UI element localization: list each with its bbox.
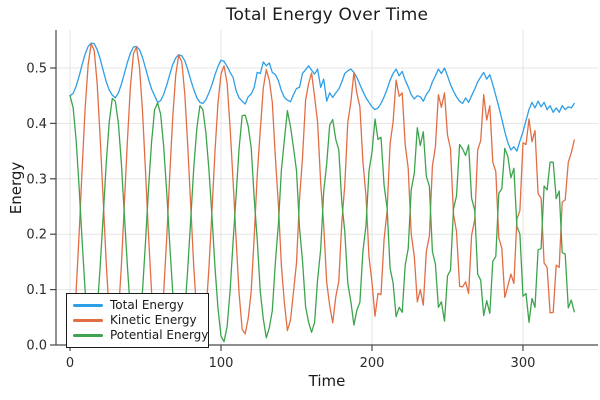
x-tick-label: 300 [511,356,536,371]
x-tick-label: 100 [209,356,234,371]
y-axis-label: Energy [7,161,25,215]
y-tick-label: 0.0 [26,339,47,354]
series-line-total-energy [69,42,575,152]
legend-row-total: Total Energy [73,298,202,312]
legend-swatch-kinetic-energy [73,318,103,322]
legend: Total Energy Kinetic Energy Potential En… [66,293,209,348]
y-tick-label: 0.4 [26,117,47,132]
y-tick-label: 0.3 [26,172,47,187]
legend-swatch-potential-energy [73,333,103,337]
x-tick-label: 0 [66,356,74,371]
y-tick-label: 0.2 [26,228,47,243]
legend-label-potential-energy: Potential Energy [110,328,209,342]
series-line-potential-energy [69,95,575,346]
legend-row-potential: Potential Energy [73,328,208,342]
plot-title: Total Energy Over Time [225,5,429,25]
legend-row-kinetic: Kinetic Energy [73,313,202,327]
legend-swatch-total-energy [73,303,103,307]
x-tick-label: 200 [360,356,385,371]
y-tick-label: 0.5 [26,62,47,77]
legend-label-kinetic-energy: Kinetic Energy [110,313,197,327]
y-tick-label: 0.1 [26,283,47,298]
legend-label-total-energy: Total Energy [110,298,184,312]
x-axis-label: Time [308,372,346,390]
